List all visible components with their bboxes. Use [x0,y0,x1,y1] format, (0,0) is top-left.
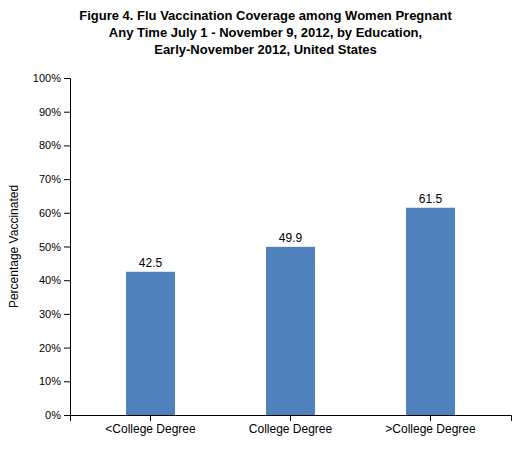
y-tick: 40% [39,274,70,286]
title: Figure 4. Flu Vaccination Coverage among… [79,8,452,57]
data-label: 61.5 [419,192,443,206]
y-tick-mark [64,415,70,416]
y-tick: 0% [45,409,70,421]
y-tick-label: 70% [39,173,61,185]
y-tick: 60% [39,207,70,219]
y-tick-mark [64,78,70,79]
y-tick-mark [64,314,70,315]
y-axis-title: Percentage Vaccinated [7,185,21,308]
y-tick-mark [64,348,70,349]
y-tick: 10% [39,375,70,387]
y-tick-label: 0% [45,409,61,421]
x-tick-mark [290,415,291,421]
y-tick: 80% [39,139,70,151]
y-tick: 50% [39,241,70,253]
x-tick: >College Degree [385,415,476,436]
y-tick-mark [64,213,70,214]
y-axis-line [64,79,71,416]
data-label: 42.5 [139,256,163,270]
x-tick-label: >College Degree [385,422,476,436]
x-tick: <College Degree [105,415,196,436]
y-tick: 90% [39,106,70,118]
y-tick-label: 30% [39,308,61,320]
y-tick-label: 50% [39,241,61,253]
bar [266,247,315,415]
y-tick-label: 60% [39,207,61,219]
title-line: Any Time July 1 - November 9, 2012, by E… [109,25,422,40]
y-axis: 0% 10% 20% 30% 40% 50% 60% 70% 80% 90% 100% [33,72,71,421]
y-tick-label: 40% [39,274,61,286]
title-line: Figure 4. Flu Vaccination Coverage among… [79,8,452,23]
y-tick-mark [64,280,70,281]
chart: Figure 4. Flu Vaccination Coverage among… [0,0,531,455]
x-tick: College Degree [249,415,333,436]
y-tick-mark [64,112,70,113]
y-tick: 30% [39,308,70,320]
x-axis-line [71,416,512,422]
data-label: 49.9 [279,231,303,245]
bars [126,208,455,415]
data-labels: 42.5 49.9 61.5 [139,192,443,270]
y-tick-label: 10% [39,375,61,387]
y-tick-mark [64,381,70,382]
x-tick-mark [430,415,431,421]
y-tick: 70% [39,173,70,185]
y-tick-label: 100% [33,72,61,84]
x-axis: <College Degree College Degree >College De… [71,415,512,436]
y-tick-mark [64,247,70,248]
title-line: Early-November 2012, United States [154,42,377,57]
y-tick: 20% [39,342,70,354]
x-tick-mark [150,415,151,421]
y-tick-label: 90% [39,106,61,118]
bar [126,272,175,415]
x-tick-label: College Degree [249,422,333,436]
plot: 42.5 49.9 61.5 0% 10% 20% 30% 40% 50% 60% 70% 80% 90… [33,72,512,436]
y-tick-label: 20% [39,342,61,354]
y-tick: 100% [33,72,70,84]
y-tick-mark [64,145,70,146]
y-tick-label: 80% [39,139,61,151]
y-tick-mark [64,179,70,180]
bar [406,208,455,415]
x-tick-label: <College Degree [105,422,196,436]
